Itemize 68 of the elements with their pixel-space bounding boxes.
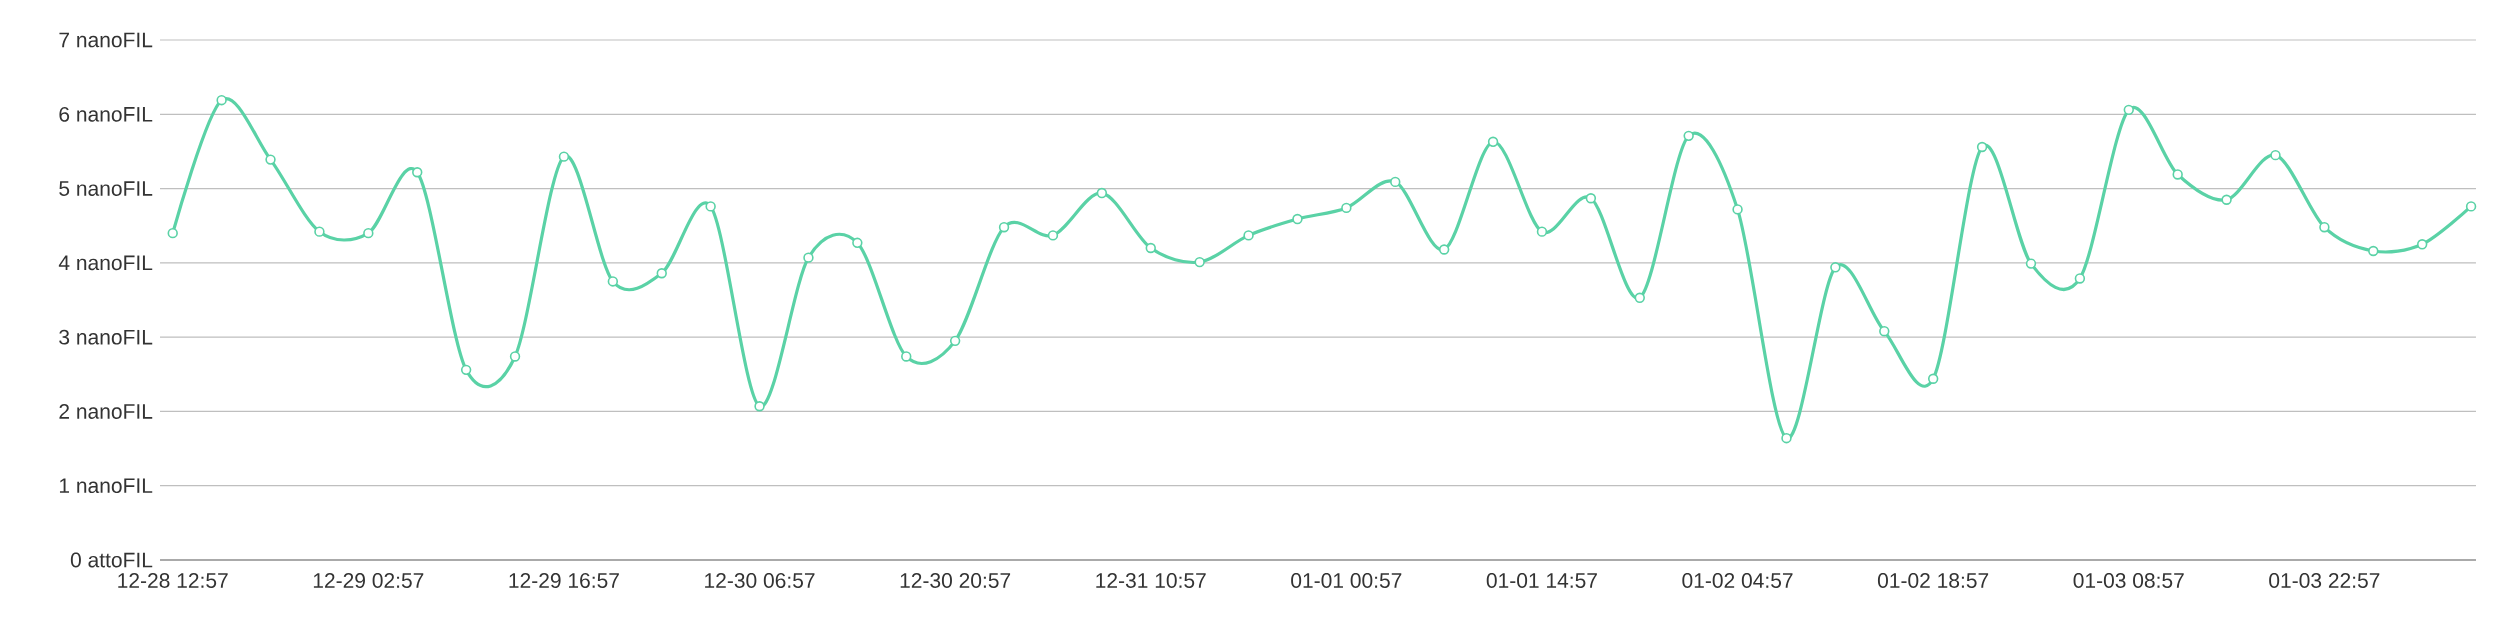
point <box>1390 176 1401 188</box>
point <box>1047 230 1059 241</box>
point <box>901 351 912 362</box>
point <box>1634 292 1645 303</box>
y-tick-label: 7 nanoFIL <box>59 32 153 48</box>
x-tick-label: 01-02 18:57 <box>1877 573 1989 588</box>
point <box>1830 262 1841 273</box>
point <box>1585 193 1597 204</box>
point <box>1194 256 1205 268</box>
x-tick-label: 12-31 10:57 <box>1096 573 1206 588</box>
point <box>363 227 374 239</box>
point <box>2368 245 2379 257</box>
point <box>2221 194 2232 205</box>
y-tick-label: 4 nanoFIL <box>58 255 153 271</box>
point <box>2270 149 2281 161</box>
point <box>803 252 814 263</box>
y-tick-label: 5 nanoFIL <box>59 181 153 196</box>
point <box>314 226 325 237</box>
point <box>1879 326 1890 337</box>
x-tick-label: 12-30 20:57 <box>900 573 1011 588</box>
x-tick-label: 01-01 00:57 <box>1291 573 1402 588</box>
point <box>754 401 765 412</box>
point <box>1781 432 1792 444</box>
point <box>656 268 667 279</box>
point <box>1927 373 1939 384</box>
point <box>265 154 276 165</box>
point <box>1976 141 1988 153</box>
point <box>1732 204 1743 215</box>
y-tick-label: 6 nanoFIL <box>59 106 153 122</box>
x-tick-label: 12-30 06:57 <box>705 573 815 588</box>
point <box>2319 222 2330 233</box>
x-tick-label: 01-03 08:57 <box>2073 573 2184 588</box>
point <box>1438 244 1450 255</box>
x-tick-label: 12-29 02:57 <box>313 573 424 588</box>
point <box>412 167 423 178</box>
x-tick-label: 01-03 22:57 <box>2269 573 2380 588</box>
point <box>2074 273 2086 284</box>
point <box>2416 239 2428 250</box>
point <box>1243 230 1254 241</box>
x-tick-label: 12-28 12:57 <box>118 573 228 588</box>
point <box>705 201 716 212</box>
point <box>2172 169 2183 180</box>
point <box>607 276 619 287</box>
point <box>998 222 1010 233</box>
point <box>2123 104 2134 116</box>
point <box>852 237 863 249</box>
point <box>1292 213 1303 225</box>
point <box>1341 202 1352 214</box>
point <box>509 351 521 362</box>
point <box>460 364 472 376</box>
point <box>2465 201 2477 212</box>
y-tick-label: 2 nanoFIL <box>59 404 153 419</box>
x-tick-label: 01-01 14:57 <box>1486 573 1597 588</box>
point <box>1536 226 1548 237</box>
y-tick-label: 0 attoFIL <box>70 552 153 568</box>
y-tick-label: 3 nanoFIL <box>59 329 153 345</box>
point <box>216 94 227 106</box>
x-tick-label: 01-02 04:57 <box>1682 573 1793 588</box>
y-tick-label: 1 nanoFIL <box>59 478 153 494</box>
x-tick-label: 12-29 16:57 <box>509 573 619 588</box>
point <box>558 151 570 162</box>
point <box>1683 130 1694 142</box>
point <box>167 227 178 239</box>
point <box>949 335 961 347</box>
point <box>1487 136 1499 147</box>
point <box>2025 258 2037 269</box>
point <box>1096 187 1108 199</box>
point <box>1145 242 1156 254</box>
